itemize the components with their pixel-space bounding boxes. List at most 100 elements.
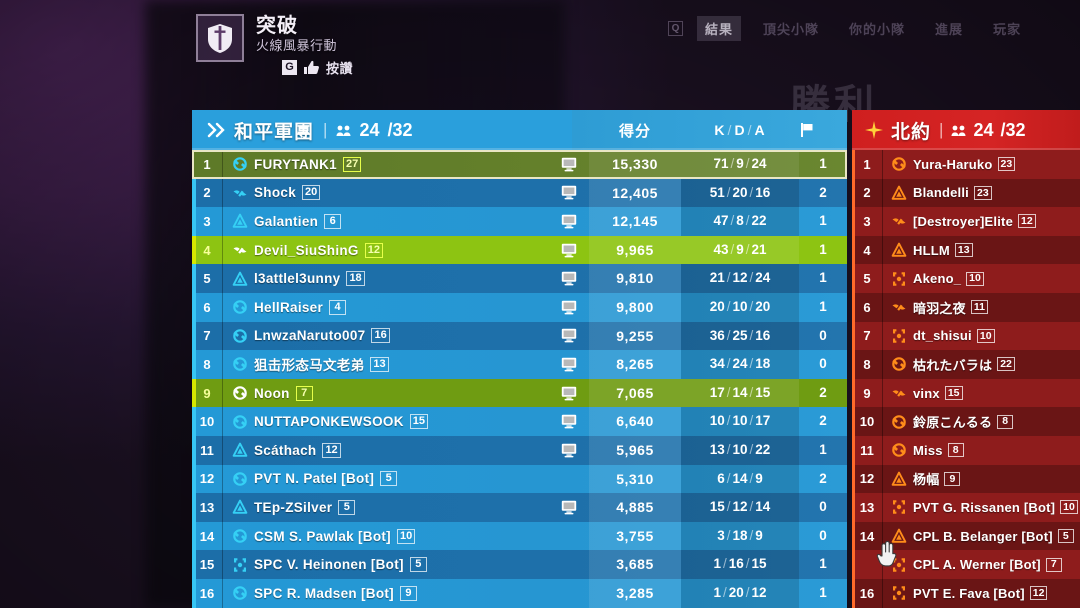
table-row[interactable]: 14 CPL B. Belanger [Bot] 5 <box>852 521 1080 551</box>
row-player: LnwzaNaruto007 16 <box>250 328 549 344</box>
table-row[interactable]: 2 Shock 20 12,405 51/20/16 2 <box>192 178 847 208</box>
player-name: CPL A. Werner [Bot] <box>913 557 1041 573</box>
game-mode-title: 突破 <box>256 15 298 37</box>
row-accent-bar <box>852 264 855 293</box>
row-rank: 2 <box>203 185 211 201</box>
table-row[interactable]: 13 PVT G. Rissanen [Bot] 10 <box>852 493 1080 522</box>
row-player: PVT N. Patel [Bot] 5 <box>250 471 549 487</box>
table-row[interactable]: 3 Galantien 6 12,145 47/8/22 1 <box>192 207 847 236</box>
row-flag-count: 1 <box>819 270 827 286</box>
table-row[interactable]: 16 SPC R. Madsen [Bot] 9 3,285 1/20/12 1 <box>192 578 847 608</box>
row-player: SPC V. Heinonen [Bot] 5 <box>250 557 549 573</box>
row-divider <box>882 407 883 436</box>
row-player: CPL B. Belanger [Bot] 5 <box>909 529 1080 544</box>
row-score: 4,885 <box>589 493 681 522</box>
row-divider <box>882 178 883 208</box>
row-score: 6,640 <box>589 407 681 436</box>
row-flag-count: 2 <box>819 384 827 400</box>
tab-top-squads[interactable]: 頂尖小隊 <box>763 22 820 37</box>
pc-monitor-icon <box>549 185 589 200</box>
table-row[interactable]: 12 PVT N. Patel [Bot] 5 5,310 6/14/9 2 <box>192 464 847 494</box>
table-row[interactable]: 9 vinx 15 <box>852 378 1080 408</box>
player-name: dt_shisui <box>913 328 972 344</box>
table-row[interactable]: 1 Yura-Haruko 23 <box>852 150 1080 179</box>
row-accent-bar <box>852 578 855 608</box>
pc-monitor-icon <box>549 500 589 515</box>
table-row[interactable]: 4 Devil_SiuShinG 12 9,965 43/9/21 1 <box>192 235 847 265</box>
table-row[interactable]: CPL A. Werner [Bot] 7 <box>852 550 1080 579</box>
table-row[interactable]: 10 NUTTAPONKEWSOOK 15 6,640 10/10/17 2 <box>192 407 847 436</box>
table-row[interactable]: 16 PVT E. Fava [Bot] 12 <box>852 578 1080 608</box>
tab-players[interactable]: 玩家 <box>993 22 1022 37</box>
player-name: Miss <box>913 442 943 458</box>
player-level-badge: 13 <box>370 356 389 372</box>
players-icon <box>951 124 966 137</box>
row-accent-bar <box>852 235 855 265</box>
assault-icon <box>889 242 909 258</box>
table-row[interactable]: 13 TEp-ZSilver 5 4,885 15/12/14 0 <box>192 493 847 522</box>
row-kda: 13/10/22 <box>681 435 799 465</box>
table-row[interactable]: 5 Akeno_ 10 <box>852 264 1080 293</box>
table-row[interactable]: 15 SPC V. Heinonen [Bot] 5 3,685 1/16/15 1 <box>192 550 847 579</box>
like-keybind: G <box>282 60 297 75</box>
table-row[interactable]: 12 杨幅 9 <box>852 464 1080 494</box>
table-row[interactable]: 11 Miss 8 <box>852 435 1080 465</box>
row-flag-count: 1 <box>819 213 827 229</box>
player-level-badge: 5 <box>338 499 356 515</box>
row-score: 3,685 <box>589 550 681 579</box>
player-name: Yura-Haruko <box>913 156 993 172</box>
row-kda: 6/14/9 <box>681 464 799 494</box>
friendly-team-name: 和平軍團 <box>234 121 315 143</box>
row-divider <box>882 493 883 522</box>
table-row[interactable]: 8 狙击形态马文老弟 13 8,265 34/24/18 0 <box>192 350 847 379</box>
table-row[interactable]: 2 Blandelli 23 <box>852 178 1080 208</box>
friendly-player-max: /32 <box>387 119 413 140</box>
table-row[interactable]: 14 CSM S. Pawlak [Bot] 10 3,755 3/18/9 0 <box>192 521 847 551</box>
enemy-player-count: 24 <box>973 119 994 140</box>
row-rank: 6 <box>863 299 871 315</box>
like-control[interactable]: G 按讚 <box>256 58 353 77</box>
table-row[interactable]: 3 [Destroyer]Elite 12 <box>852 207 1080 236</box>
tab-your-squad[interactable]: 你的小隊 <box>849 22 906 37</box>
row-accent-bar <box>192 521 196 551</box>
recon-icon <box>230 156 250 172</box>
player-level-badge: 7 <box>295 385 313 401</box>
column-header-kda: K / D / A <box>714 122 766 138</box>
table-row[interactable]: 6 暗羽之夜 11 <box>852 292 1080 322</box>
table-row[interactable]: 4 HLLM 13 <box>852 235 1080 265</box>
pc-monitor-icon <box>549 357 589 372</box>
player-name: PVT E. Fava [Bot] <box>913 585 1025 601</box>
row-player: SPC R. Madsen [Bot] 9 <box>250 585 549 601</box>
table-row[interactable]: 7 LnwzaNaruto007 16 9,255 36/25/16 0 <box>192 321 847 351</box>
top-tab-bar[interactable]: Q 結果 頂尖小隊 你的小隊 進展 玩家 <box>668 16 1029 41</box>
table-row[interactable]: 6 HellRaiser 4 9,800 20/10/20 1 <box>192 292 847 322</box>
row-accent-bar <box>852 435 855 465</box>
player-level-badge: 13 <box>954 243 973 258</box>
assault-icon <box>889 471 909 487</box>
table-row[interactable]: 11 Scáthach 12 5,965 13/10/22 1 <box>192 435 847 465</box>
table-row[interactable]: 9 Noon 7 7,065 17/14/15 2 <box>192 378 847 408</box>
column-header-assists: A <box>754 122 766 138</box>
players-icon <box>336 124 351 137</box>
row-rank: 5 <box>863 271 871 287</box>
shock-icon <box>889 299 909 315</box>
tab-results[interactable]: 結果 <box>697 16 742 41</box>
row-player: CSM S. Pawlak [Bot] 10 <box>250 528 549 544</box>
row-flag-count: 0 <box>819 527 827 543</box>
row-accent-bar <box>192 378 196 408</box>
row-divider <box>222 550 223 579</box>
tab-progression[interactable]: 進展 <box>935 22 964 37</box>
table-row[interactable]: 8 枯れたバラは 22 <box>852 350 1080 379</box>
player-name: SPC V. Heinonen [Bot] <box>254 557 404 573</box>
table-row[interactable]: 10 鈴原こんるる 8 <box>852 407 1080 436</box>
row-divider <box>882 207 883 236</box>
table-row[interactable]: 7 dt_shisui 10 <box>852 321 1080 351</box>
row-player: dt_shisui 10 <box>909 328 1080 343</box>
player-name: FURYTANK1 <box>254 156 337 172</box>
row-kda: 20/10/20 <box>681 292 799 322</box>
player-level-badge: 15 <box>944 386 963 401</box>
table-row[interactable]: 5 l3attlel3unny 18 9,810 21/12/24 1 <box>192 264 847 293</box>
recon-icon <box>230 356 250 372</box>
table-row[interactable]: 1 FURYTANK1 27 15,330 71/9/24 1 <box>192 150 847 179</box>
row-rank: 8 <box>863 356 871 372</box>
